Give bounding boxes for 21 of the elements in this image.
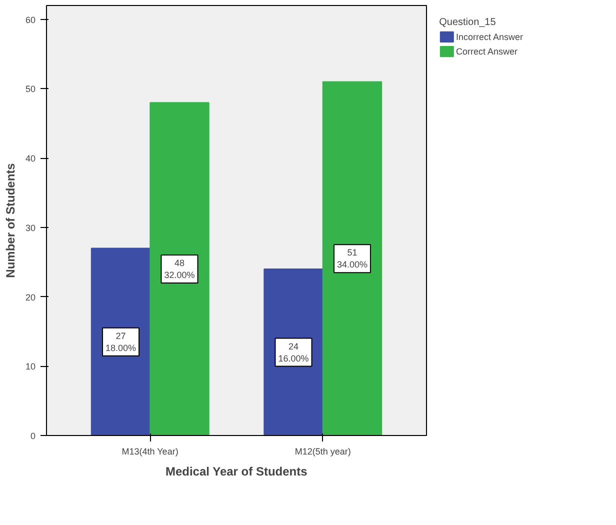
x-tick-label: M12(5th year): [294, 446, 351, 456]
data-label: 27 18.00%: [106, 330, 136, 353]
legend-label: Incorrect Answer: [456, 32, 524, 42]
x-axis-title: Medical Year of Students: [165, 464, 308, 478]
y-axis-title: Number of Students: [3, 162, 18, 278]
data-label: 48 32.00%: [164, 258, 195, 280]
data-label: 24 16.00%: [278, 341, 309, 364]
x-tick-label: M13(4th Year): [122, 446, 178, 456]
y-tick-label: 60: [25, 14, 36, 25]
y-tick-label: 30: [25, 222, 36, 233]
y-tick-label: 50: [25, 84, 36, 94]
legend-label: Correct Answer: [456, 46, 518, 57]
bar: [90, 248, 151, 436]
legend-title: Question_15: [439, 16, 496, 28]
bar: [322, 81, 382, 436]
bar: [150, 102, 210, 436]
y-tick-label: 40: [25, 154, 36, 164]
y-tick-label: 0: [30, 431, 36, 441]
y-tick-label: 20: [25, 292, 36, 302]
y-tick-label: 10: [25, 362, 36, 372]
data-label: 51 34.00%: [336, 248, 368, 270]
